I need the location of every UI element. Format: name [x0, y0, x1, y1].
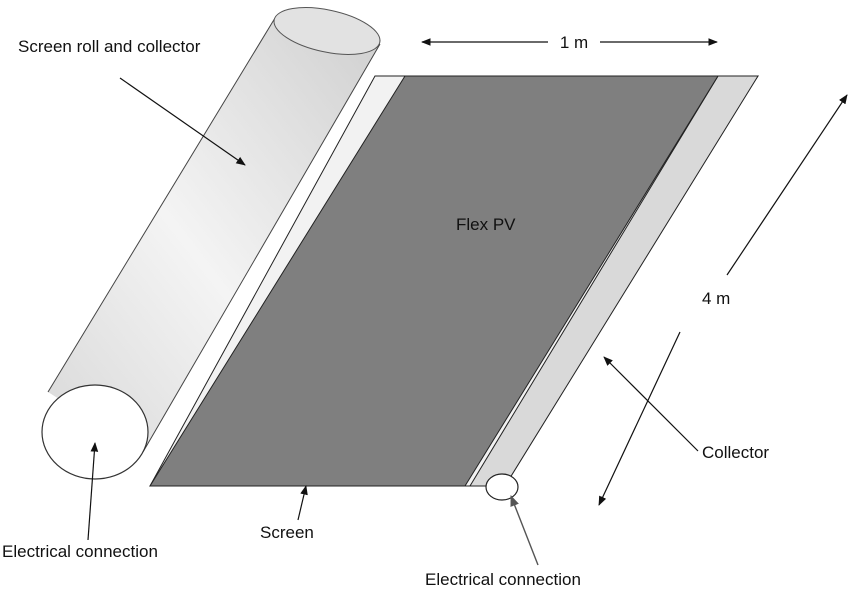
length-dimension-arrow-lower	[598, 331, 681, 506]
screen-pointer-arrow	[297, 485, 308, 521]
electrical-connection-right-arrow	[510, 494, 539, 566]
label-flex-pv: Flex PV	[456, 215, 516, 234]
label-collector: Collector	[702, 443, 769, 462]
label-electrical-connection-left: Electrical connection	[2, 542, 158, 561]
label-screen-roll: Screen roll and collector	[18, 37, 201, 56]
screen-roll	[41, 7, 381, 480]
roll-end-face	[41, 384, 149, 480]
electrical-connection-node	[485, 473, 519, 501]
label-electrical-connection-right: Electrical connection	[425, 570, 581, 589]
collector-pointer-arrow	[603, 356, 699, 452]
screen-roll-pointer-arrow	[119, 77, 246, 166]
label-width: 1 m	[560, 33, 588, 52]
electrical-connection-left-arrow	[87, 442, 99, 541]
length-dimension-arrow-upper	[726, 94, 848, 276]
label-screen: Screen	[260, 523, 314, 542]
label-length: 4 m	[702, 289, 730, 308]
flex-pv-panel	[149, 75, 719, 487]
